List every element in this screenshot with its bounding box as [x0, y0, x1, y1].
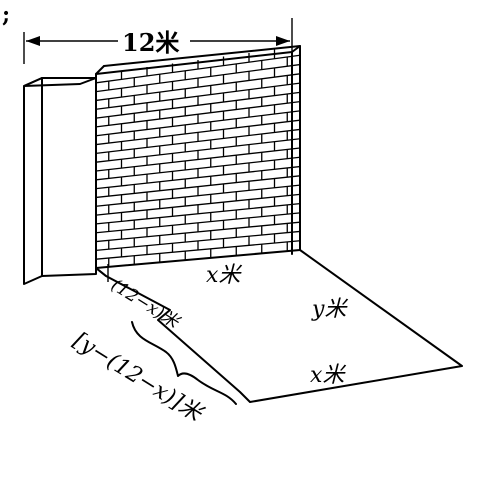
gap-label: (12−x)米	[107, 275, 184, 333]
left-pillar	[24, 78, 96, 284]
top-length-label: 12米	[122, 28, 179, 57]
ground-x-label: x米	[310, 363, 346, 388]
ground-y-label: y米	[311, 297, 348, 322]
diff-label: [y−(12−x)]米	[69, 328, 208, 428]
wall-x-label: x米	[206, 263, 242, 288]
corner-mark: ;	[2, 2, 10, 28]
brick-wall	[96, 46, 300, 268]
